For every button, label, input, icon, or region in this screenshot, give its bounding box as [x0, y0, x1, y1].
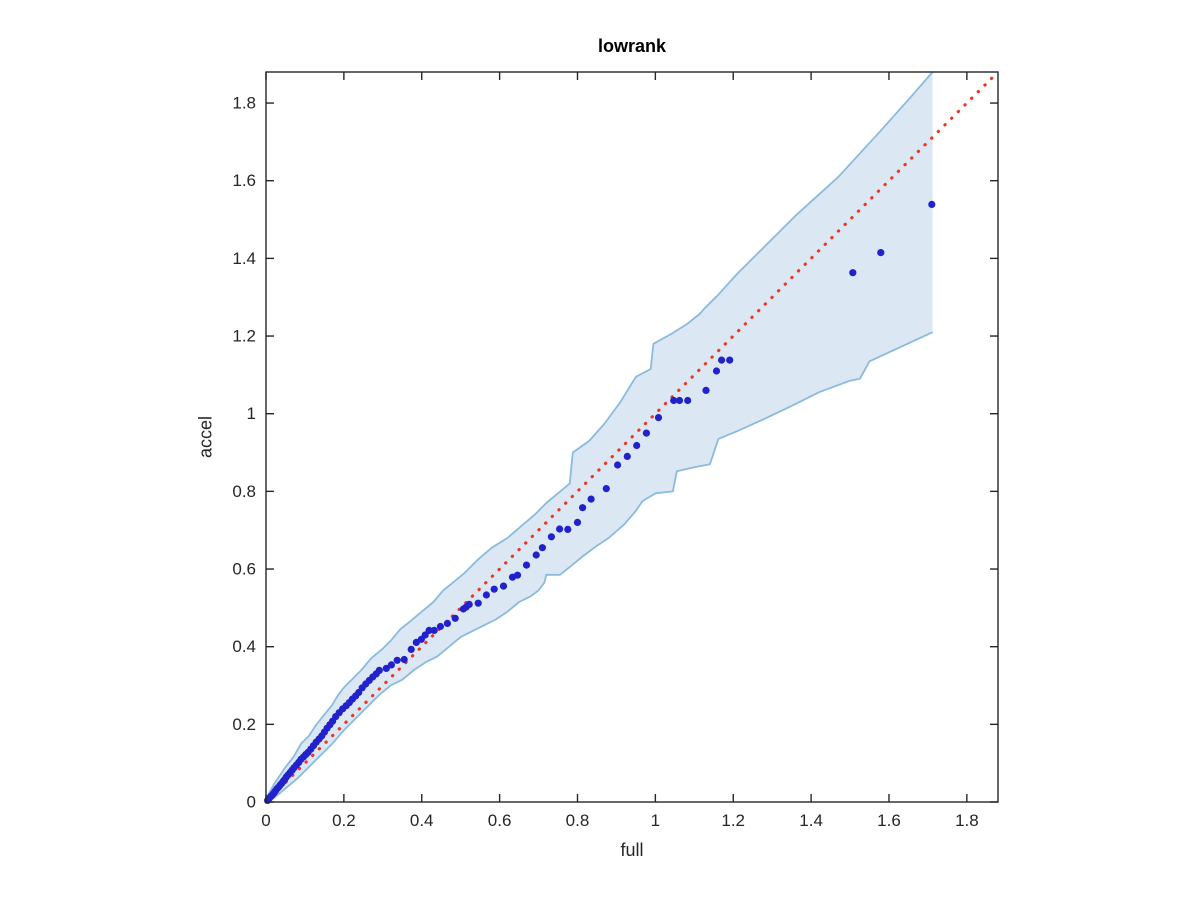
x-tick-label: 0.8	[566, 811, 590, 830]
quantile-point	[400, 655, 408, 664]
quantile-point	[573, 518, 582, 527]
quantile-point	[425, 626, 433, 635]
quantile-point	[675, 396, 684, 405]
y-tick-label: 1	[247, 404, 256, 423]
x-tick-label: 0.2	[332, 811, 356, 830]
y-tick-label: 0.6	[232, 560, 256, 579]
quantile-point	[642, 429, 651, 437]
quantile-point	[522, 561, 531, 569]
x-tick-label: 1.4	[799, 811, 823, 830]
x-tick-label: 0	[261, 811, 270, 830]
y-tick-label: 1.8	[232, 94, 256, 113]
y-tick-label: 0.8	[232, 482, 256, 501]
x-tick-label: 1.8	[955, 811, 979, 830]
y-tick-label: 1.6	[232, 171, 256, 190]
quantile-point	[702, 386, 710, 394]
quantile-point	[436, 622, 444, 631]
x-tick-label: 0.6	[488, 811, 512, 830]
y-tick-label: 0.2	[232, 715, 256, 734]
quantile-point	[877, 249, 885, 257]
quantile-point	[726, 356, 734, 364]
x-tick-label: 1.2	[721, 811, 745, 830]
quantile-point	[670, 396, 678, 405]
y-tick-label: 1.4	[232, 249, 256, 268]
quantile-point	[579, 504, 587, 512]
confidence-band	[266, 72, 933, 802]
y-tick-label: 1.2	[232, 327, 256, 346]
axes-box	[265, 71, 999, 803]
quantile-point	[556, 525, 564, 533]
x-tick-label: 0.4	[410, 811, 434, 830]
quantile-point	[490, 585, 498, 593]
quantile-point	[547, 533, 556, 541]
quantile-point	[451, 614, 459, 622]
tick-marks	[265, 72, 998, 803]
y-tick-label: 0	[247, 793, 256, 812]
quantile-point	[623, 452, 631, 460]
quantile-point	[614, 461, 622, 469]
quantile-point	[387, 661, 395, 669]
quantile-point	[654, 414, 663, 422]
quantile-point	[465, 600, 473, 609]
quantile-point	[633, 441, 641, 450]
quantile-point	[482, 591, 490, 599]
quantile-point	[712, 367, 721, 375]
x-tick-label: 1	[651, 811, 660, 830]
confidence-band-lower-edge	[265, 331, 933, 803]
quantile-point	[443, 619, 451, 628]
quantile-point	[474, 599, 482, 607]
quantile-point	[393, 656, 401, 664]
plot-title: lowrank	[597, 36, 667, 56]
quantile-point	[684, 396, 692, 405]
quantile-point	[499, 582, 508, 590]
quantile-point	[564, 525, 572, 534]
tick-labels: 0 0.2 0.4 0.6 0.8 1 1.2 1.4 1.6 1.8 0 0.2 0.4 0.6 0.8 1…	[232, 94, 978, 830]
quantile-point	[928, 200, 936, 208]
quantile-point	[602, 485, 610, 493]
quantile-point	[849, 269, 857, 277]
quantile-point	[382, 664, 390, 673]
y-tick-label: 0.4	[232, 637, 256, 656]
x-tick-label: 1.6	[877, 811, 901, 830]
quantile-point	[375, 666, 383, 675]
identity-line	[264, 70, 1000, 804]
quantile-point	[718, 356, 726, 364]
quantile-point	[532, 551, 540, 559]
quantile-point	[513, 571, 522, 579]
confidence-band-upper-edge	[265, 71, 934, 800]
y-axis-label: accel	[195, 415, 216, 459]
quantile-point	[538, 544, 547, 552]
quantile-point	[407, 645, 415, 654]
quantile-point	[587, 495, 595, 503]
x-axis-label: full	[620, 840, 644, 860]
quantile-points	[264, 200, 936, 805]
quantile-point	[430, 626, 438, 635]
